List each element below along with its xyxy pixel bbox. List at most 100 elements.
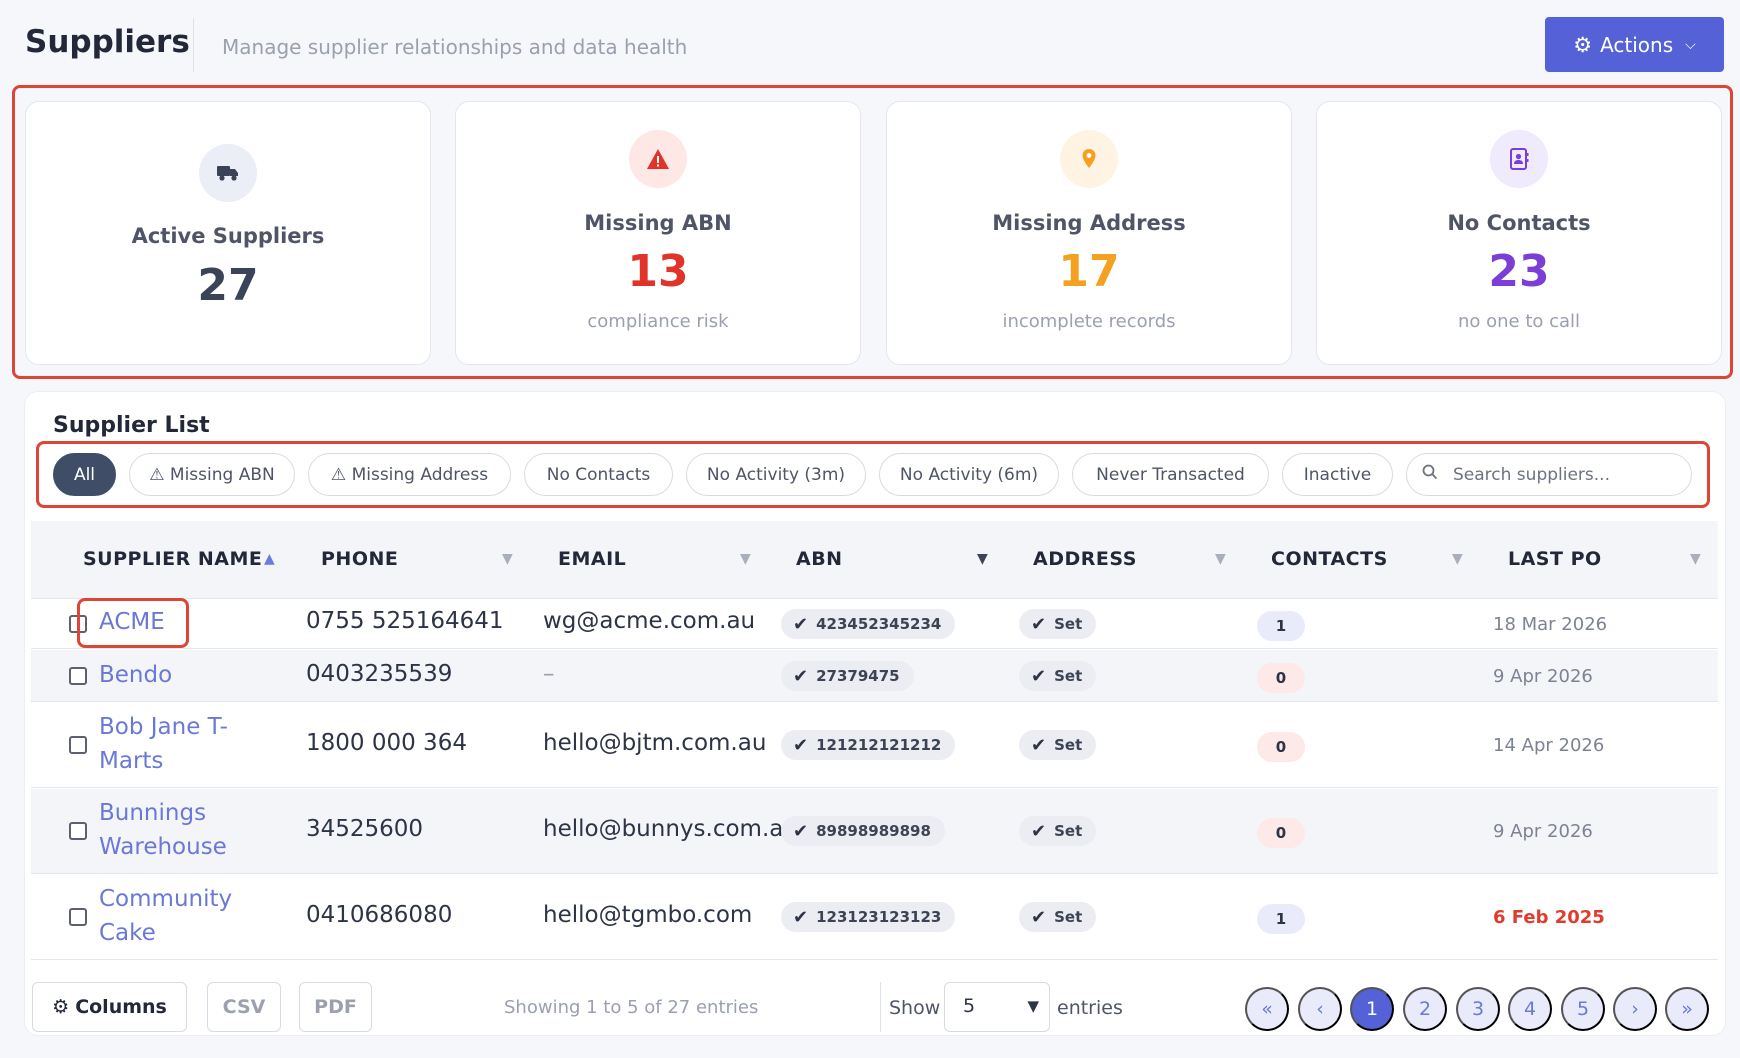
sort-icon[interactable]: ▼ <box>740 551 751 567</box>
check-icon: ✔ <box>793 820 809 842</box>
contact-book-icon <box>1490 130 1548 188</box>
page-header: Suppliers Manage supplier relationships … <box>0 0 1740 90</box>
address-badge: ✔ Set <box>1019 902 1097 932</box>
search-input[interactable] <box>1451 460 1681 490</box>
stat-card-missing-abn[interactable]: Missing ABN 13 compliance risk <box>455 101 861 365</box>
stat-value: 13 <box>627 246 689 297</box>
gear-icon: ⚙ <box>52 996 70 1018</box>
row-checkbox[interactable] <box>69 736 87 754</box>
address-badge: ✔ Set <box>1019 816 1097 846</box>
sort-asc-icon[interactable]: ▲ <box>264 551 275 567</box>
table-row: Bob Jane T-Marts 1800 000 364 hello@bjtm… <box>31 703 1718 788</box>
email-cell: wg@acme.com.au <box>543 608 756 634</box>
phone-cell: 0410686080 <box>306 902 453 928</box>
filter-missing-abn[interactable]: ⚠ Missing ABN <box>129 453 295 496</box>
column-header-phone[interactable]: PHONE <box>321 548 399 570</box>
filter-all[interactable]: All <box>53 453 116 496</box>
supplier-list-title: Supplier List <box>53 413 210 438</box>
abn-value: 423452345234 <box>816 615 942 633</box>
page-button-1[interactable]: 1 <box>1350 987 1394 1031</box>
page-button-5[interactable]: 5 <box>1561 987 1605 1031</box>
stat-card-no-contacts[interactable]: No Contacts 23 no one to call <box>1316 101 1722 365</box>
last-po-date: 9 Apr 2026 <box>1493 821 1593 842</box>
page-button-3[interactable]: 3 <box>1456 987 1500 1031</box>
entries-label: entries <box>1057 997 1123 1019</box>
column-header-contacts[interactable]: CONTACTS <box>1271 548 1388 570</box>
table-row: Community Cake 0410686080 hello@tgmbo.co… <box>31 875 1718 960</box>
sort-icon[interactable]: ▼ <box>977 551 988 567</box>
first-page-button[interactable]: « <box>1245 987 1289 1031</box>
abn-value: 121212121212 <box>816 736 942 754</box>
contacts-count-badge: 1 <box>1257 611 1305 641</box>
email-cell: hello@bunnys.com.a <box>543 816 784 842</box>
warning-icon <box>629 130 687 188</box>
supplier-name-link[interactable]: ACME <box>99 609 165 635</box>
row-checkbox[interactable] <box>69 908 87 926</box>
phone-cell: 1800 000 364 <box>306 730 467 756</box>
supplier-name-link[interactable]: Bob Jane T-Marts <box>99 714 228 774</box>
columns-button[interactable]: ⚙ Columns <box>32 982 187 1032</box>
filter-missing-address[interactable]: ⚠ Missing Address <box>308 453 511 496</box>
page-button-2[interactable]: 2 <box>1403 987 1447 1031</box>
column-header-email[interactable]: EMAIL <box>558 548 627 570</box>
last-page-button[interactable]: » <box>1665 987 1709 1031</box>
stat-card-active-suppliers: Active Suppliers 27 <box>25 101 431 365</box>
column-header-abn[interactable]: ABN <box>796 548 843 570</box>
filter-no-activity-6m[interactable]: No Activity (6m) <box>879 453 1059 496</box>
actions-button[interactable]: ⚙ Actions ⌵ <box>1545 17 1724 72</box>
stat-value: 17 <box>1058 246 1120 297</box>
supplier-name-link[interactable]: Bendo <box>99 662 173 688</box>
page-size-select[interactable]: 5 ▼ <box>944 982 1050 1032</box>
row-checkbox[interactable] <box>69 822 87 840</box>
abn-badge: ✔ 423452345234 <box>781 609 956 639</box>
csv-export-button[interactable]: CSV <box>207 982 281 1032</box>
supplier-name-link[interactable]: Community Cake <box>99 886 233 946</box>
address-value: Set <box>1054 667 1083 685</box>
stat-caption: no one to call <box>1457 311 1581 332</box>
last-po-date: 14 Apr 2026 <box>1493 735 1605 756</box>
column-header-supplier-name[interactable]: SUPPLIER NAME <box>83 548 263 570</box>
contacts-count-badge: 0 <box>1257 732 1305 762</box>
filter-no-activity-3m[interactable]: No Activity (3m) <box>686 453 866 496</box>
row-checkbox[interactable] <box>69 667 87 685</box>
search-icon <box>1422 464 1438 485</box>
last-po-date: 9 Apr 2026 <box>1493 666 1593 687</box>
address-badge: ✔ Set <box>1019 609 1097 639</box>
check-icon: ✔ <box>1031 906 1047 928</box>
stat-caption: incomplete records <box>1002 311 1176 332</box>
table-row: ACME 0755 525164641 wg@acme.com.au ✔ 4234… <box>31 599 1718 649</box>
next-page-button[interactable]: › <box>1613 987 1657 1031</box>
filter-no-contacts[interactable]: No Contacts <box>524 453 673 496</box>
sort-icon[interactable]: ▼ <box>502 551 513 567</box>
row-checkbox[interactable] <box>69 615 87 633</box>
phone-cell: 0755 525164641 <box>306 608 504 634</box>
columns-label: Columns <box>75 996 167 1018</box>
pdf-export-button[interactable]: PDF <box>299 982 372 1032</box>
column-header-address[interactable]: ADDRESS <box>1033 548 1137 570</box>
contacts-count-badge: 0 <box>1257 818 1305 848</box>
chevron-down-icon: ▼ <box>1027 997 1039 1015</box>
search-box <box>1406 453 1692 496</box>
page-button-4[interactable]: 4 <box>1508 987 1552 1031</box>
sort-icon[interactable]: ▼ <box>1215 551 1226 567</box>
phone-cell: 34525600 <box>306 816 424 842</box>
show-label: Show <box>889 997 941 1019</box>
column-header-last-po[interactable]: LAST PO <box>1508 548 1602 570</box>
sort-icon[interactable]: ▼ <box>1452 551 1463 567</box>
stat-value: 27 <box>197 260 259 311</box>
check-icon: ✔ <box>793 613 809 635</box>
check-icon: ✔ <box>793 665 809 687</box>
abn-badge: ✔ 89898989898 <box>781 816 945 846</box>
filter-inactive[interactable]: Inactive <box>1282 453 1393 496</box>
header-divider <box>193 18 194 72</box>
page-size-value: 5 <box>963 995 976 1017</box>
filter-never-transacted[interactable]: Never Transacted <box>1072 453 1269 496</box>
abn-badge: ✔ 27379475 <box>781 661 914 691</box>
stat-card-missing-address[interactable]: Missing Address 17 incomplete records <box>886 101 1292 365</box>
supplier-name-link[interactable]: Bunnings Warehouse <box>99 800 227 860</box>
address-value: Set <box>1054 822 1083 840</box>
prev-page-button[interactable]: ‹ <box>1298 987 1342 1031</box>
stat-value: 23 <box>1488 246 1550 297</box>
sort-icon[interactable]: ▼ <box>1690 551 1701 567</box>
address-value: Set <box>1054 736 1083 754</box>
